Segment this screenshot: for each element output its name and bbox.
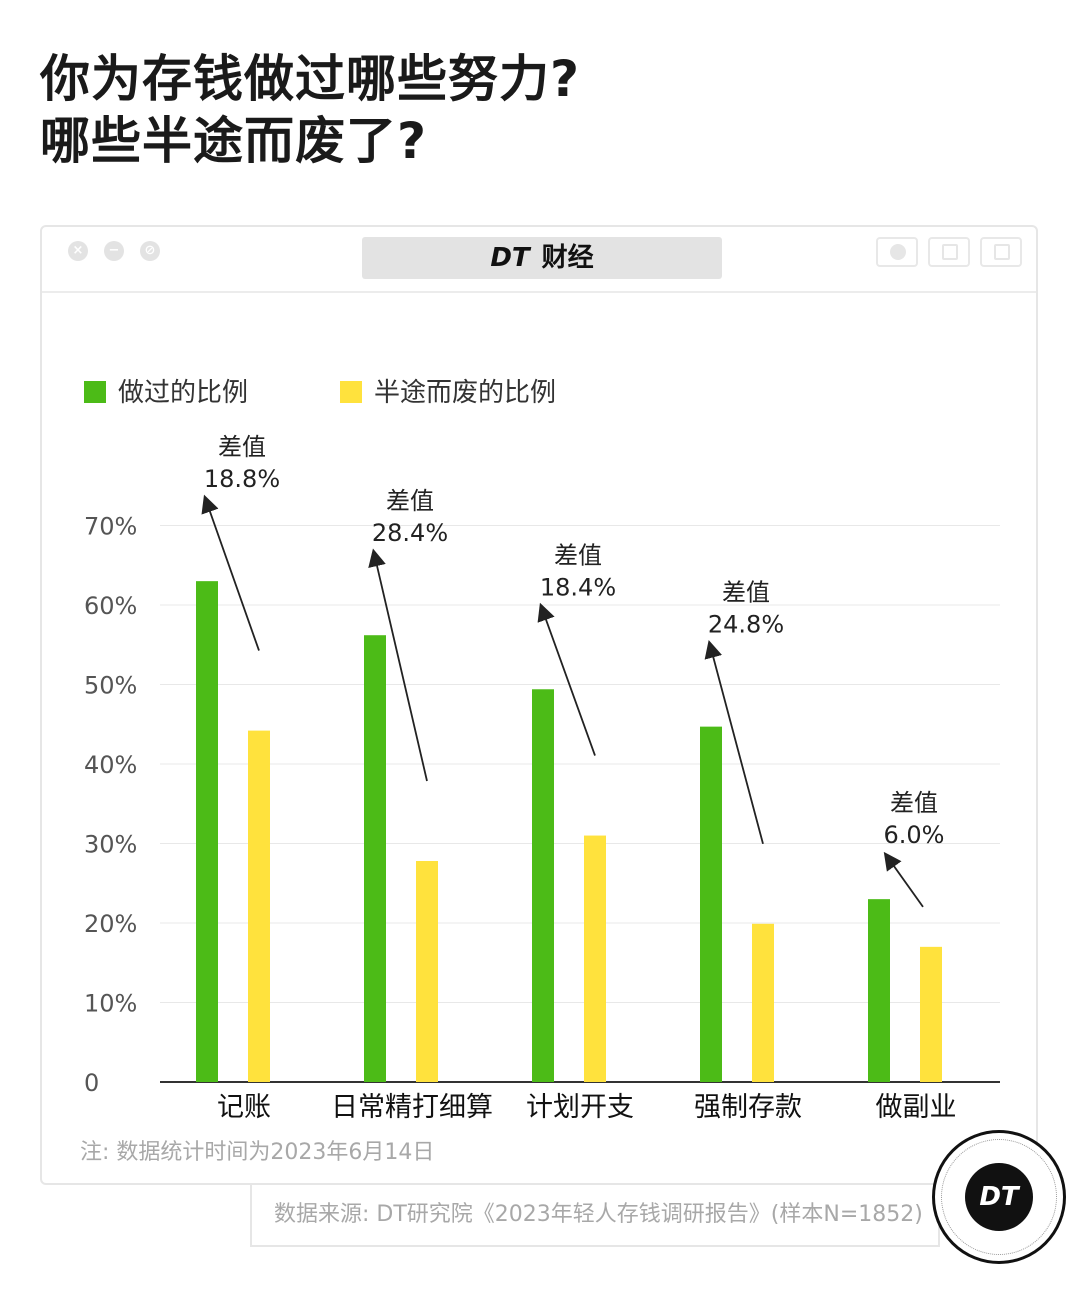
- legend-swatch-yellow: [340, 381, 362, 403]
- brand-mark: DT: [490, 243, 530, 273]
- legend-label-abandoned: 半途而废的比例: [374, 378, 557, 408]
- difference-value: 18.8%: [204, 465, 280, 493]
- bar-做过的比例: [196, 581, 218, 1082]
- legend-label-done: 做过的比例: [118, 378, 249, 408]
- legend-item-abandoned: 半途而废的比例: [340, 372, 556, 409]
- bar-半途而废的比例: [248, 730, 270, 1082]
- title-line-1: 你为存钱做过哪些努力?: [40, 50, 581, 108]
- x-category-label: 记账: [217, 1092, 271, 1123]
- title-line-2: 哪些半途而废了?: [40, 112, 428, 170]
- y-tick-label: 0: [84, 1069, 99, 1097]
- bar-半途而废的比例: [584, 835, 606, 1082]
- y-tick-label: 60%: [84, 592, 137, 620]
- difference-arrow: [704, 639, 764, 845]
- brand-address-bar: DT 财经: [362, 237, 722, 279]
- legend-item-done: 做过的比例: [84, 372, 248, 409]
- x-category-label: 计划开支: [526, 1092, 634, 1123]
- x-category-label: 强制存款: [694, 1092, 802, 1123]
- x-category-label: 做副业: [876, 1092, 957, 1123]
- y-tick-label: 10%: [84, 990, 137, 1018]
- bar-做过的比例: [364, 635, 386, 1082]
- data-source: 数据来源: DT研究院《2023年轻人存钱调研报告》(样本N=1852): [250, 1185, 940, 1247]
- x-category-label: 日常精打细算: [331, 1092, 493, 1123]
- bar-半途而废的比例: [752, 923, 774, 1082]
- chart-note: 注: 数据统计时间为2023年6月14日: [80, 1140, 435, 1165]
- y-tick-label: 70%: [84, 513, 137, 541]
- difference-arrow: [537, 602, 596, 756]
- difference-value: 18.4%: [540, 573, 616, 601]
- upload-icon: [928, 237, 970, 267]
- y-tick-label: 20%: [84, 910, 137, 938]
- y-tick-label: 30%: [84, 831, 137, 859]
- circle-icon: [876, 237, 918, 267]
- logo-mark: DT: [965, 1163, 1033, 1231]
- close-icon: ×: [68, 241, 88, 261]
- difference-label: 差值: [218, 433, 266, 461]
- difference-value: 24.8%: [708, 611, 784, 639]
- minimize-icon: −: [104, 241, 124, 261]
- brand-text: 财经: [541, 243, 594, 273]
- difference-label: 差值: [890, 789, 938, 817]
- bar-做过的比例: [532, 689, 554, 1082]
- page-title: 你为存钱做过哪些努力? 哪些半途而废了?: [40, 48, 580, 172]
- difference-value: 28.4%: [372, 519, 448, 547]
- difference-arrow: [368, 548, 428, 782]
- difference-arrow: [201, 494, 260, 651]
- logo-ring: [941, 1139, 1057, 1255]
- difference-value: 6.0%: [884, 821, 945, 849]
- legend-swatch-green: [84, 381, 106, 403]
- bar-做过的比例: [700, 726, 722, 1082]
- bar-做过的比例: [868, 899, 890, 1082]
- difference-label: 差值: [386, 487, 434, 515]
- difference-label: 差值: [554, 541, 602, 569]
- y-tick-label: 40%: [84, 751, 137, 779]
- bar-半途而废的比例: [920, 946, 942, 1082]
- dt-logo: DT: [932, 1130, 1066, 1264]
- blocked-icon: ⊘: [140, 241, 160, 261]
- difference-label: 差值: [722, 579, 770, 607]
- copy-icon: [980, 237, 1022, 267]
- difference-arrow: [883, 851, 924, 908]
- y-tick-label: 50%: [84, 672, 137, 700]
- window-titlebar: × − ⊘ DT 财经: [42, 227, 1036, 293]
- bar-半途而废的比例: [416, 860, 438, 1082]
